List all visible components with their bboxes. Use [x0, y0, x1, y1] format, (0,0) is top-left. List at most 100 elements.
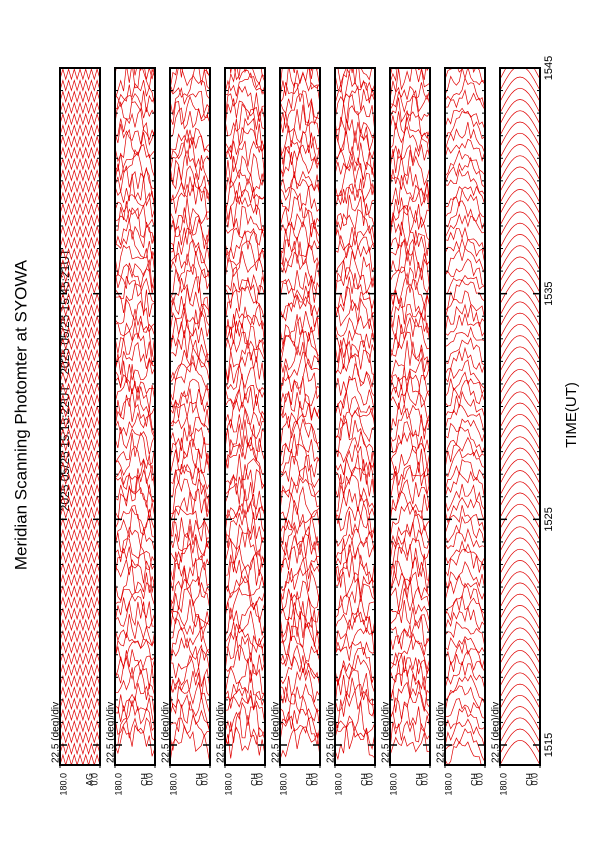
- trace: [445, 448, 485, 477]
- trace: [335, 571, 375, 604]
- trace: [115, 218, 155, 249]
- panel-scale: 22.5 (deg)/div: [216, 702, 227, 763]
- trace: [60, 686, 100, 699]
- trace: [60, 573, 100, 587]
- trace: [170, 137, 210, 173]
- trace: [60, 337, 100, 351]
- trace: [390, 356, 430, 392]
- trace: [335, 377, 375, 417]
- trace: [280, 192, 320, 230]
- trace: [500, 717, 540, 743]
- panel-frame: [279, 67, 321, 766]
- trace: [390, 317, 430, 360]
- trace: [500, 683, 540, 709]
- trace: [60, 719, 100, 733]
- trace: [280, 93, 320, 129]
- trace: [170, 228, 210, 265]
- trace: [170, 646, 210, 679]
- trace: [390, 509, 430, 549]
- trace: [225, 435, 265, 469]
- trace: [115, 486, 155, 529]
- trace: [445, 539, 485, 565]
- trace: [445, 156, 485, 188]
- trace: [335, 720, 375, 750]
- trace: [115, 468, 155, 505]
- trace: [225, 117, 265, 153]
- trace: [500, 99, 540, 125]
- trace: [390, 238, 430, 275]
- trace: [280, 291, 320, 322]
- trace: [60, 135, 100, 148]
- trace: [280, 236, 320, 266]
- trace: [445, 574, 485, 602]
- trace: [60, 68, 100, 70]
- trace: [115, 151, 155, 189]
- trace: [445, 149, 485, 177]
- trace: [500, 267, 540, 293]
- trace: [445, 168, 485, 196]
- x-axis-label: TIME(UT): [563, 382, 580, 448]
- trace: [390, 28, 430, 55]
- trace: [170, 86, 210, 119]
- panel-frame: [334, 67, 376, 766]
- trace: [225, 386, 265, 423]
- trace: [280, 170, 320, 200]
- trace: [170, 14, 210, 48]
- trace: [445, 303, 485, 335]
- trace: [115, 92, 155, 120]
- trace: [170, 207, 210, 247]
- trace: [280, 485, 320, 524]
- trace: [500, 166, 540, 192]
- panel: [444, 67, 486, 768]
- trace: [170, 714, 210, 751]
- trace: [280, 240, 320, 274]
- trace: [280, 622, 320, 656]
- trace: [280, 392, 320, 418]
- panel-name: CH: [414, 773, 424, 786]
- trace: [60, 427, 100, 441]
- trace: [225, 669, 265, 701]
- panel-frame: [499, 67, 541, 766]
- trace: [225, 610, 265, 648]
- trace: [280, 514, 320, 546]
- trace: [60, 169, 100, 182]
- trace: [390, 464, 430, 502]
- trace: [60, 101, 100, 115]
- panel-scale: 22.5 (deg)/div: [51, 702, 62, 763]
- trace: [390, 616, 430, 648]
- trace: [390, 68, 427, 83]
- trace: [60, 495, 100, 508]
- trace: [60, 191, 100, 205]
- trace: [225, 701, 265, 738]
- trace: [335, 93, 375, 134]
- trace: [60, 506, 100, 519]
- trace: [500, 649, 540, 676]
- trace: [225, 340, 265, 380]
- panel-name: CH: [359, 773, 369, 786]
- trace: [225, 227, 265, 255]
- y-tick-label: 0.0: [254, 773, 264, 786]
- trace: [445, 247, 485, 275]
- panel-frame: [114, 67, 156, 766]
- trace: [445, 371, 485, 398]
- trace: [500, 739, 540, 765]
- trace: [60, 551, 100, 564]
- traces: [335, 68, 375, 761]
- trace: [390, 197, 430, 232]
- trace: [170, 517, 210, 548]
- trace: [60, 674, 100, 688]
- trace: [60, 663, 100, 677]
- trace: [500, 391, 540, 417]
- trace: [500, 290, 540, 316]
- panel-scale: 22.5 (deg)/div: [271, 702, 282, 763]
- trace: [390, 501, 430, 540]
- trace: [280, 693, 320, 730]
- trace: [225, 587, 265, 623]
- trace: [225, 72, 265, 97]
- trace: [335, 595, 375, 621]
- trace: [390, 407, 430, 442]
- trace: [335, 576, 375, 611]
- panel-scale: 22.5 (deg)/div: [381, 702, 392, 763]
- trace: [225, 266, 265, 296]
- trace: [500, 245, 540, 271]
